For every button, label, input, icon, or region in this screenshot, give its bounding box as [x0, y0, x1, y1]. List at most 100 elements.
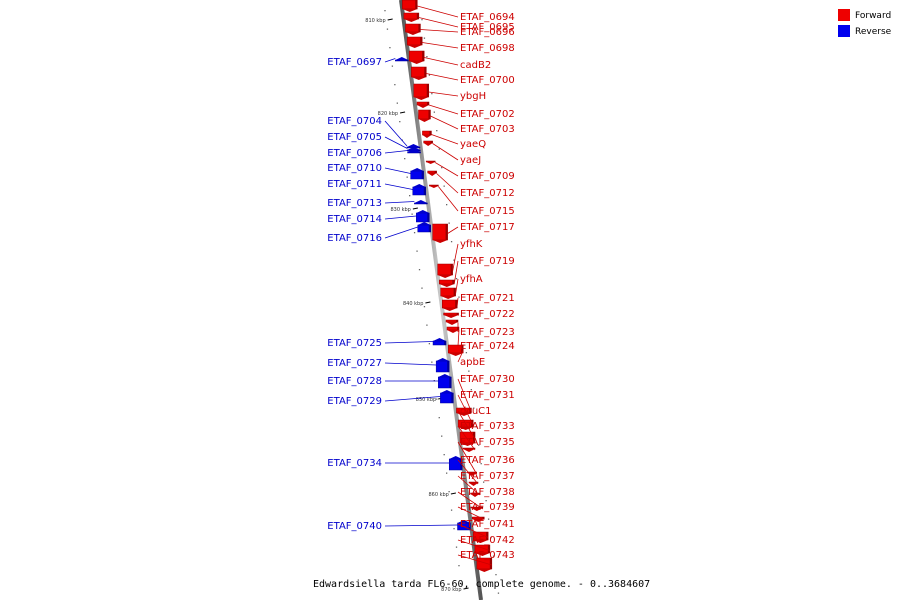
position-dot	[465, 352, 468, 354]
label-connector	[447, 226, 459, 234]
forward-gene	[446, 326, 460, 333]
position-dot	[441, 435, 443, 437]
forward-gene	[408, 50, 425, 64]
reverse-gene	[417, 222, 432, 233]
forward-gene-label: ETAF_0719	[460, 256, 515, 267]
reverse-gene	[438, 374, 452, 389]
forward-gene-label: ETAF_0715	[460, 206, 515, 217]
legend-forward-label: Forward	[855, 11, 891, 21]
position-dot	[389, 47, 391, 49]
position-dot	[384, 10, 386, 12]
reverse-gene-label: ETAF_0705	[327, 132, 382, 143]
forward-gene-label: ETAF_0709	[460, 171, 515, 182]
forward-gene-label: yfhA	[460, 274, 483, 285]
position-dot	[428, 74, 431, 76]
position-dot	[448, 491, 450, 493]
reverse-gene	[416, 210, 430, 223]
label-connector	[457, 394, 474, 426]
kbp-tick-label: 820 kbp	[378, 111, 398, 117]
forward-gene-label: ETAF_0717	[460, 222, 515, 233]
forward-gene-label: ETAF_0730	[460, 374, 515, 385]
forward-gene-label: ETAF_0736	[460, 455, 515, 466]
position-dot	[421, 287, 423, 289]
position-dot	[483, 481, 485, 483]
forward-gene-label: dcuC1	[460, 406, 492, 417]
label-connector	[438, 186, 459, 212]
position-dot	[490, 537, 492, 539]
forward-gene-label: ETAF_0702	[460, 109, 515, 120]
position-dot	[418, 269, 421, 271]
label-connector	[455, 278, 459, 294]
forward-gene	[470, 492, 480, 497]
forward-gene	[439, 279, 455, 287]
forward-gene	[418, 109, 431, 122]
position-dot	[446, 204, 448, 206]
label-connector	[422, 42, 459, 49]
forward-gene-label: ETAF_0738	[460, 487, 515, 498]
label-connector	[418, 17, 459, 28]
position-markers	[384, 10, 500, 594]
reverse-gene-label: ETAF_0716	[327, 233, 382, 244]
forward-gene-label: yfhK	[460, 239, 483, 250]
position-dot	[455, 278, 458, 280]
label-connector	[452, 243, 459, 272]
forward-gene	[476, 557, 493, 572]
label-connector	[384, 150, 408, 154]
reverse-gene-label: ETAF_0727	[327, 358, 382, 369]
map-title: Edwardsiella tarda FL6-60, complete geno…	[313, 579, 650, 590]
position-dot	[468, 370, 470, 372]
label-connector	[417, 5, 459, 18]
position-dot	[441, 167, 443, 169]
position-dot	[485, 500, 487, 502]
kbp-tick-mark	[399, 111, 406, 114]
label-connector	[457, 410, 476, 440]
label-connector	[428, 91, 459, 97]
reverse-gene-label: ETAF_0710	[327, 163, 382, 174]
forward-gene-label: yaeJ	[460, 155, 481, 166]
label-connector	[457, 475, 480, 496]
forward-gene	[445, 319, 459, 325]
position-dot	[404, 158, 406, 160]
label-connector	[457, 313, 459, 316]
reverse-gene	[395, 57, 409, 62]
kbp-tick-mark	[387, 18, 393, 21]
forward-gene	[440, 287, 456, 299]
position-dot	[436, 130, 438, 132]
forward-gene-label: ETAF_0698	[460, 43, 515, 54]
position-dot	[423, 37, 426, 39]
forward-gene-label: ETAF_0712	[460, 188, 515, 199]
label-connector	[384, 226, 418, 239]
label-connector	[457, 378, 472, 413]
label-connector	[384, 136, 408, 149]
position-dot	[473, 407, 475, 409]
forward-gene-label: yaeQ	[460, 139, 486, 150]
label-connector	[432, 143, 459, 161]
forward-gene-label: ETAF_0742	[460, 535, 515, 546]
forward-gene-label: ETAF_0694	[460, 12, 515, 23]
forward-gene-label: ETAF_0696	[460, 27, 515, 38]
label-connector	[457, 425, 476, 451]
forward-gene-label: ETAF_0743	[460, 550, 515, 561]
reverse-gene	[432, 338, 447, 346]
position-dot	[453, 259, 455, 261]
reverse-gene-label: ETAF_0740	[327, 521, 382, 532]
forward-gene	[425, 160, 436, 164]
position-dot	[470, 389, 472, 391]
label-connector	[430, 115, 459, 130]
position-dot	[411, 213, 413, 215]
forward-gene	[443, 312, 459, 318]
position-dot	[399, 121, 401, 123]
kbp-tick-mark	[463, 587, 469, 590]
forward-gene	[406, 36, 423, 48]
kbp-tick-label: 830 kbp	[390, 207, 410, 213]
position-dot	[487, 518, 490, 520]
forward-gene	[402, 0, 418, 12]
position-dot	[478, 444, 480, 446]
forward-gene-label: apbE	[460, 357, 485, 368]
forward-gene	[447, 344, 464, 356]
label-connector	[384, 215, 417, 220]
position-dot	[416, 250, 418, 252]
label-connector	[384, 58, 396, 63]
